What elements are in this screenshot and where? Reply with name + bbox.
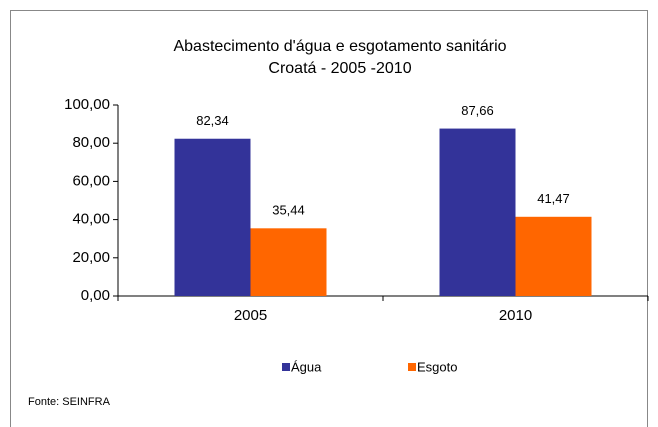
legend-label: Água [291, 359, 322, 374]
bar [439, 128, 516, 296]
legend-swatch [282, 363, 290, 371]
y-tick-label: 0,00 [81, 287, 110, 304]
value-label: 87,66 [461, 103, 494, 118]
legend-swatch [408, 363, 416, 371]
bar [174, 138, 251, 296]
y-tick-label: 20,00 [72, 249, 110, 266]
source-note: Fonte: SEINFRA [28, 396, 111, 408]
y-tick-label: 40,00 [72, 211, 110, 228]
chart-title: Abastecimento d'água e esgotamento sanit… [173, 38, 506, 55]
y-tick-label: 100,00 [64, 96, 110, 113]
x-tick-label: 2010 [499, 307, 532, 324]
legend-label: Esgoto [417, 359, 457, 374]
y-tick-label: 60,00 [72, 172, 110, 189]
x-tick-label: 2005 [234, 307, 267, 324]
bar [250, 228, 327, 296]
value-label: 82,34 [196, 113, 229, 128]
value-label: 41,47 [537, 191, 570, 206]
chart-subtitle: Croatá - 2005 -2010 [268, 60, 411, 77]
y-tick-label: 80,00 [72, 134, 110, 151]
bar [515, 216, 592, 296]
value-label: 35,44 [272, 203, 305, 218]
